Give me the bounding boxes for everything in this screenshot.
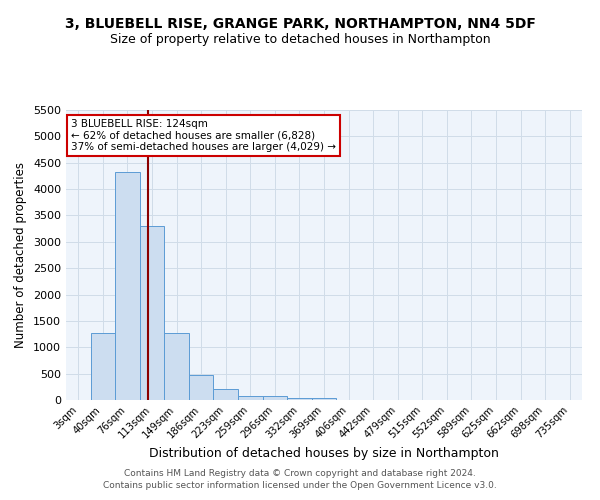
Text: Contains HM Land Registry data © Crown copyright and database right 2024.
Contai: Contains HM Land Registry data © Crown c… (103, 468, 497, 490)
Text: 3, BLUEBELL RISE, GRANGE PARK, NORTHAMPTON, NN4 5DF: 3, BLUEBELL RISE, GRANGE PARK, NORTHAMPT… (65, 18, 535, 32)
Bar (189, 375, 214, 400)
Bar (287, 398, 312, 400)
Text: 3 BLUEBELL RISE: 124sqm
← 62% of detached houses are smaller (6,828)
37% of semi: 3 BLUEBELL RISE: 124sqm ← 62% of detache… (71, 118, 336, 152)
Bar (214, 389, 238, 400)
Bar (263, 396, 287, 400)
Bar (140, 226, 164, 400)
Bar (91, 333, 115, 400)
Y-axis label: Number of detached properties: Number of detached properties (14, 162, 28, 348)
X-axis label: Distribution of detached houses by size in Northampton: Distribution of detached houses by size … (149, 448, 499, 460)
Text: Size of property relative to detached houses in Northampton: Size of property relative to detached ho… (110, 32, 490, 46)
Bar (115, 172, 140, 400)
Bar (238, 396, 263, 400)
Bar (312, 398, 336, 400)
Bar (164, 332, 189, 400)
